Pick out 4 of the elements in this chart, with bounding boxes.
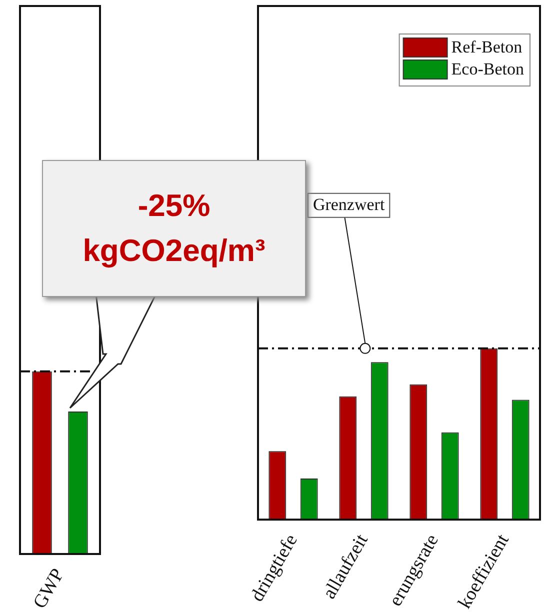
legend-label: Eco-Beton [451,59,524,78]
text: -25% kgCO2eq/m³ [42,160,306,297]
legend-label: Ref-Beton [451,37,523,56]
ref-line-label: Grenzwert [312,194,385,214]
